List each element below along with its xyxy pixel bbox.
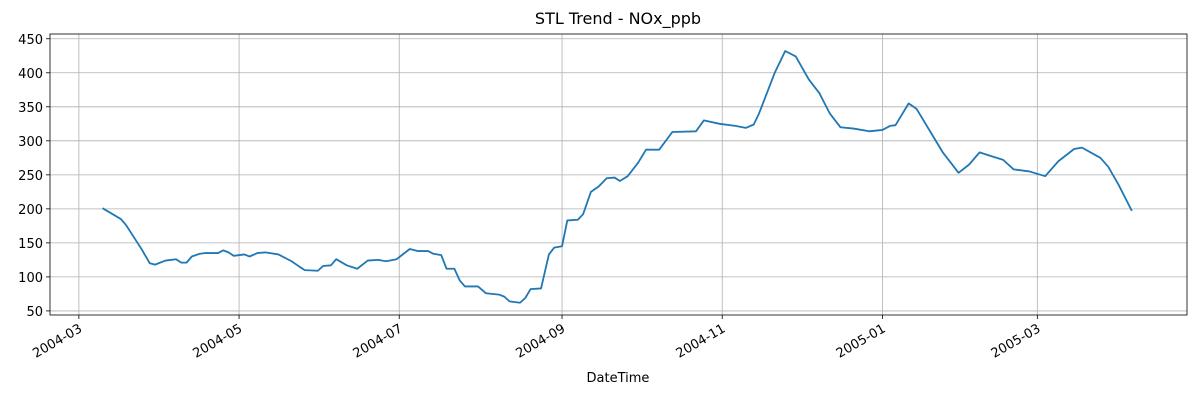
chart-title: STL Trend - NOx_ppb (535, 9, 701, 29)
grid (50, 34, 1187, 315)
y-tick-label: 250 (18, 169, 43, 184)
y-tick-label: 150 (18, 237, 43, 252)
y-tick-label: 450 (18, 33, 43, 48)
y-tick-label: 100 (18, 271, 43, 286)
y-tick-label: 300 (18, 135, 43, 150)
x-axis-label: DateTime (587, 371, 650, 386)
x-tick-label: 2004-07 (351, 321, 406, 361)
x-tick-label: 2004-03 (30, 321, 85, 361)
x-tick-label: 2004-09 (513, 321, 568, 361)
y-tick-label: 200 (18, 203, 43, 218)
x-tick-label: 2004-11 (674, 321, 729, 361)
data-line (102, 50, 1133, 304)
plot (102, 50, 1133, 304)
y-tick-label: 350 (18, 101, 43, 116)
y-tick-label: 400 (18, 67, 43, 82)
x-tick-label: 2005-01 (834, 321, 889, 361)
x-tick-label: 2005-03 (989, 321, 1044, 361)
y-tick-label: 50 (26, 305, 43, 320)
x-tick-label: 2004-05 (191, 321, 246, 361)
